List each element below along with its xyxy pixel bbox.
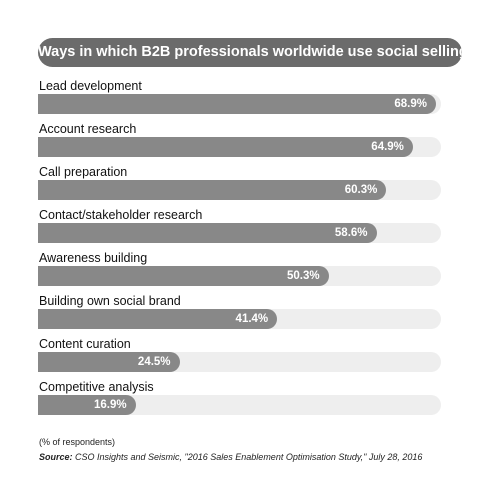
bar (38, 395, 136, 415)
bar (38, 266, 329, 286)
bar (38, 180, 387, 200)
category-label: Contact/stakeholder research (39, 208, 203, 222)
bar-track: 58.6% (38, 223, 441, 243)
category-label: Building own social brand (39, 294, 181, 308)
bar-value-label: 41.4% (235, 313, 269, 325)
category-label: Lead development (39, 79, 142, 93)
footnote: (% of respondents) (39, 437, 116, 447)
bar (38, 352, 180, 372)
bar-value-label: 24.5% (137, 356, 171, 368)
bar (38, 137, 413, 157)
bar-value-label: 50.3% (286, 270, 320, 282)
category-label: Awareness building (39, 251, 148, 265)
bar-track: 16.9% (38, 395, 441, 415)
source-text: CSO Insights and Seismic, "2016 Sales En… (72, 452, 423, 462)
bar-value-label: 64.9% (371, 141, 404, 153)
bar-track: 68.9% (38, 94, 441, 114)
source-line: Source: CSO Insights and Seismic, "2016 … (39, 452, 422, 462)
bar-track: 60.3% (38, 180, 441, 200)
category-label: Competitive analysis (39, 380, 154, 394)
bar-track: 24.5% (38, 352, 441, 372)
category-label: Call preparation (39, 165, 128, 179)
chart-title: Ways in which B2B professionals worldwid… (38, 38, 462, 67)
source-label: Source: (39, 452, 73, 462)
bar-value-label: 60.3% (344, 184, 378, 196)
bar (38, 223, 377, 243)
bar-value-label: 68.9% (394, 98, 427, 110)
bar-track: 64.9% (38, 137, 441, 157)
bar-track: 41.4% (38, 309, 441, 329)
bar-value-label: 58.6% (334, 227, 368, 239)
bar (38, 309, 278, 329)
bar (38, 94, 436, 114)
bar-track: 50.3% (38, 266, 441, 286)
category-label: Account research (39, 122, 137, 136)
category-label: Content curation (39, 337, 131, 351)
bar-value-label: 16.9% (94, 399, 127, 411)
